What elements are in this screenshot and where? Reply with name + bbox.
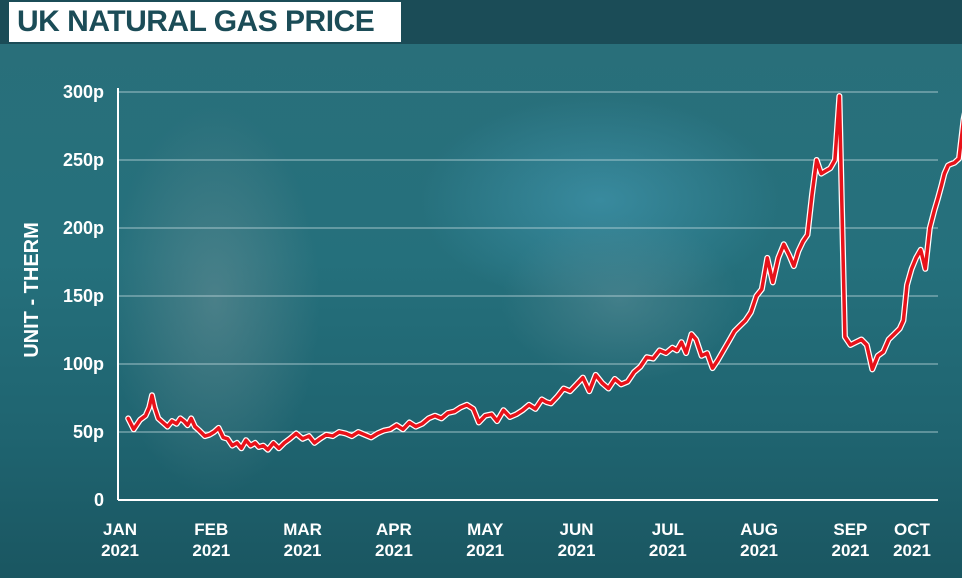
y-tick-label: 50p [73,422,104,442]
y-tick-label: 250p [63,150,104,170]
x-tick-labels: JAN 2021 FEB 2021 MAR 2021 APR 2021 MAY 2021 JUN 20… [101,520,931,560]
x-tick-label-month: JAN [103,520,137,539]
y-axis-label: UNIT - THERM [21,222,43,358]
x-tick-label-year: 2021 [466,541,504,560]
x-tick-label-month: APR [376,520,412,539]
series [125,93,962,453]
x-tick-label-month: JUN [559,520,593,539]
y-tick-label: 300p [63,82,104,102]
x-tick-label-month: MAR [283,520,322,539]
x-tick-label-year: 2021 [558,541,596,560]
x-tick-label-month: SEP [833,520,867,539]
x-tick-label-month: MAY [467,520,504,539]
y-tick-labels: 0 50p 100p 150p 200p 250p 300p [63,82,104,510]
y-tick-label: 0 [94,490,104,510]
x-tick-label-month: FEB [194,520,228,539]
gridlines [118,91,938,433]
y-tick-label: 150p [63,286,104,306]
x-tick-label-year: 2021 [284,541,322,560]
x-tick-label-year: 2021 [831,541,869,560]
y-tick-label: 100p [63,354,104,374]
x-tick-label-year: 2021 [101,541,139,560]
x-tick-label-year: 2021 [740,541,778,560]
x-tick-label-month: AUG [740,520,778,539]
chart-title: UK NATURAL GAS PRICE [9,2,401,42]
x-tick-label-month: JUL [652,520,684,539]
x-tick-label-month: OCT [894,520,931,539]
x-tick-label-year: 2021 [893,541,931,560]
y-tick-label: 200p [63,218,104,238]
series-line-price [126,94,962,452]
x-tick-label-year: 2021 [649,541,687,560]
axes [117,88,938,501]
x-tick-label-year: 2021 [192,541,230,560]
x-tick-label-year: 2021 [375,541,413,560]
title-bar: UK NATURAL GAS PRICE [0,0,962,44]
